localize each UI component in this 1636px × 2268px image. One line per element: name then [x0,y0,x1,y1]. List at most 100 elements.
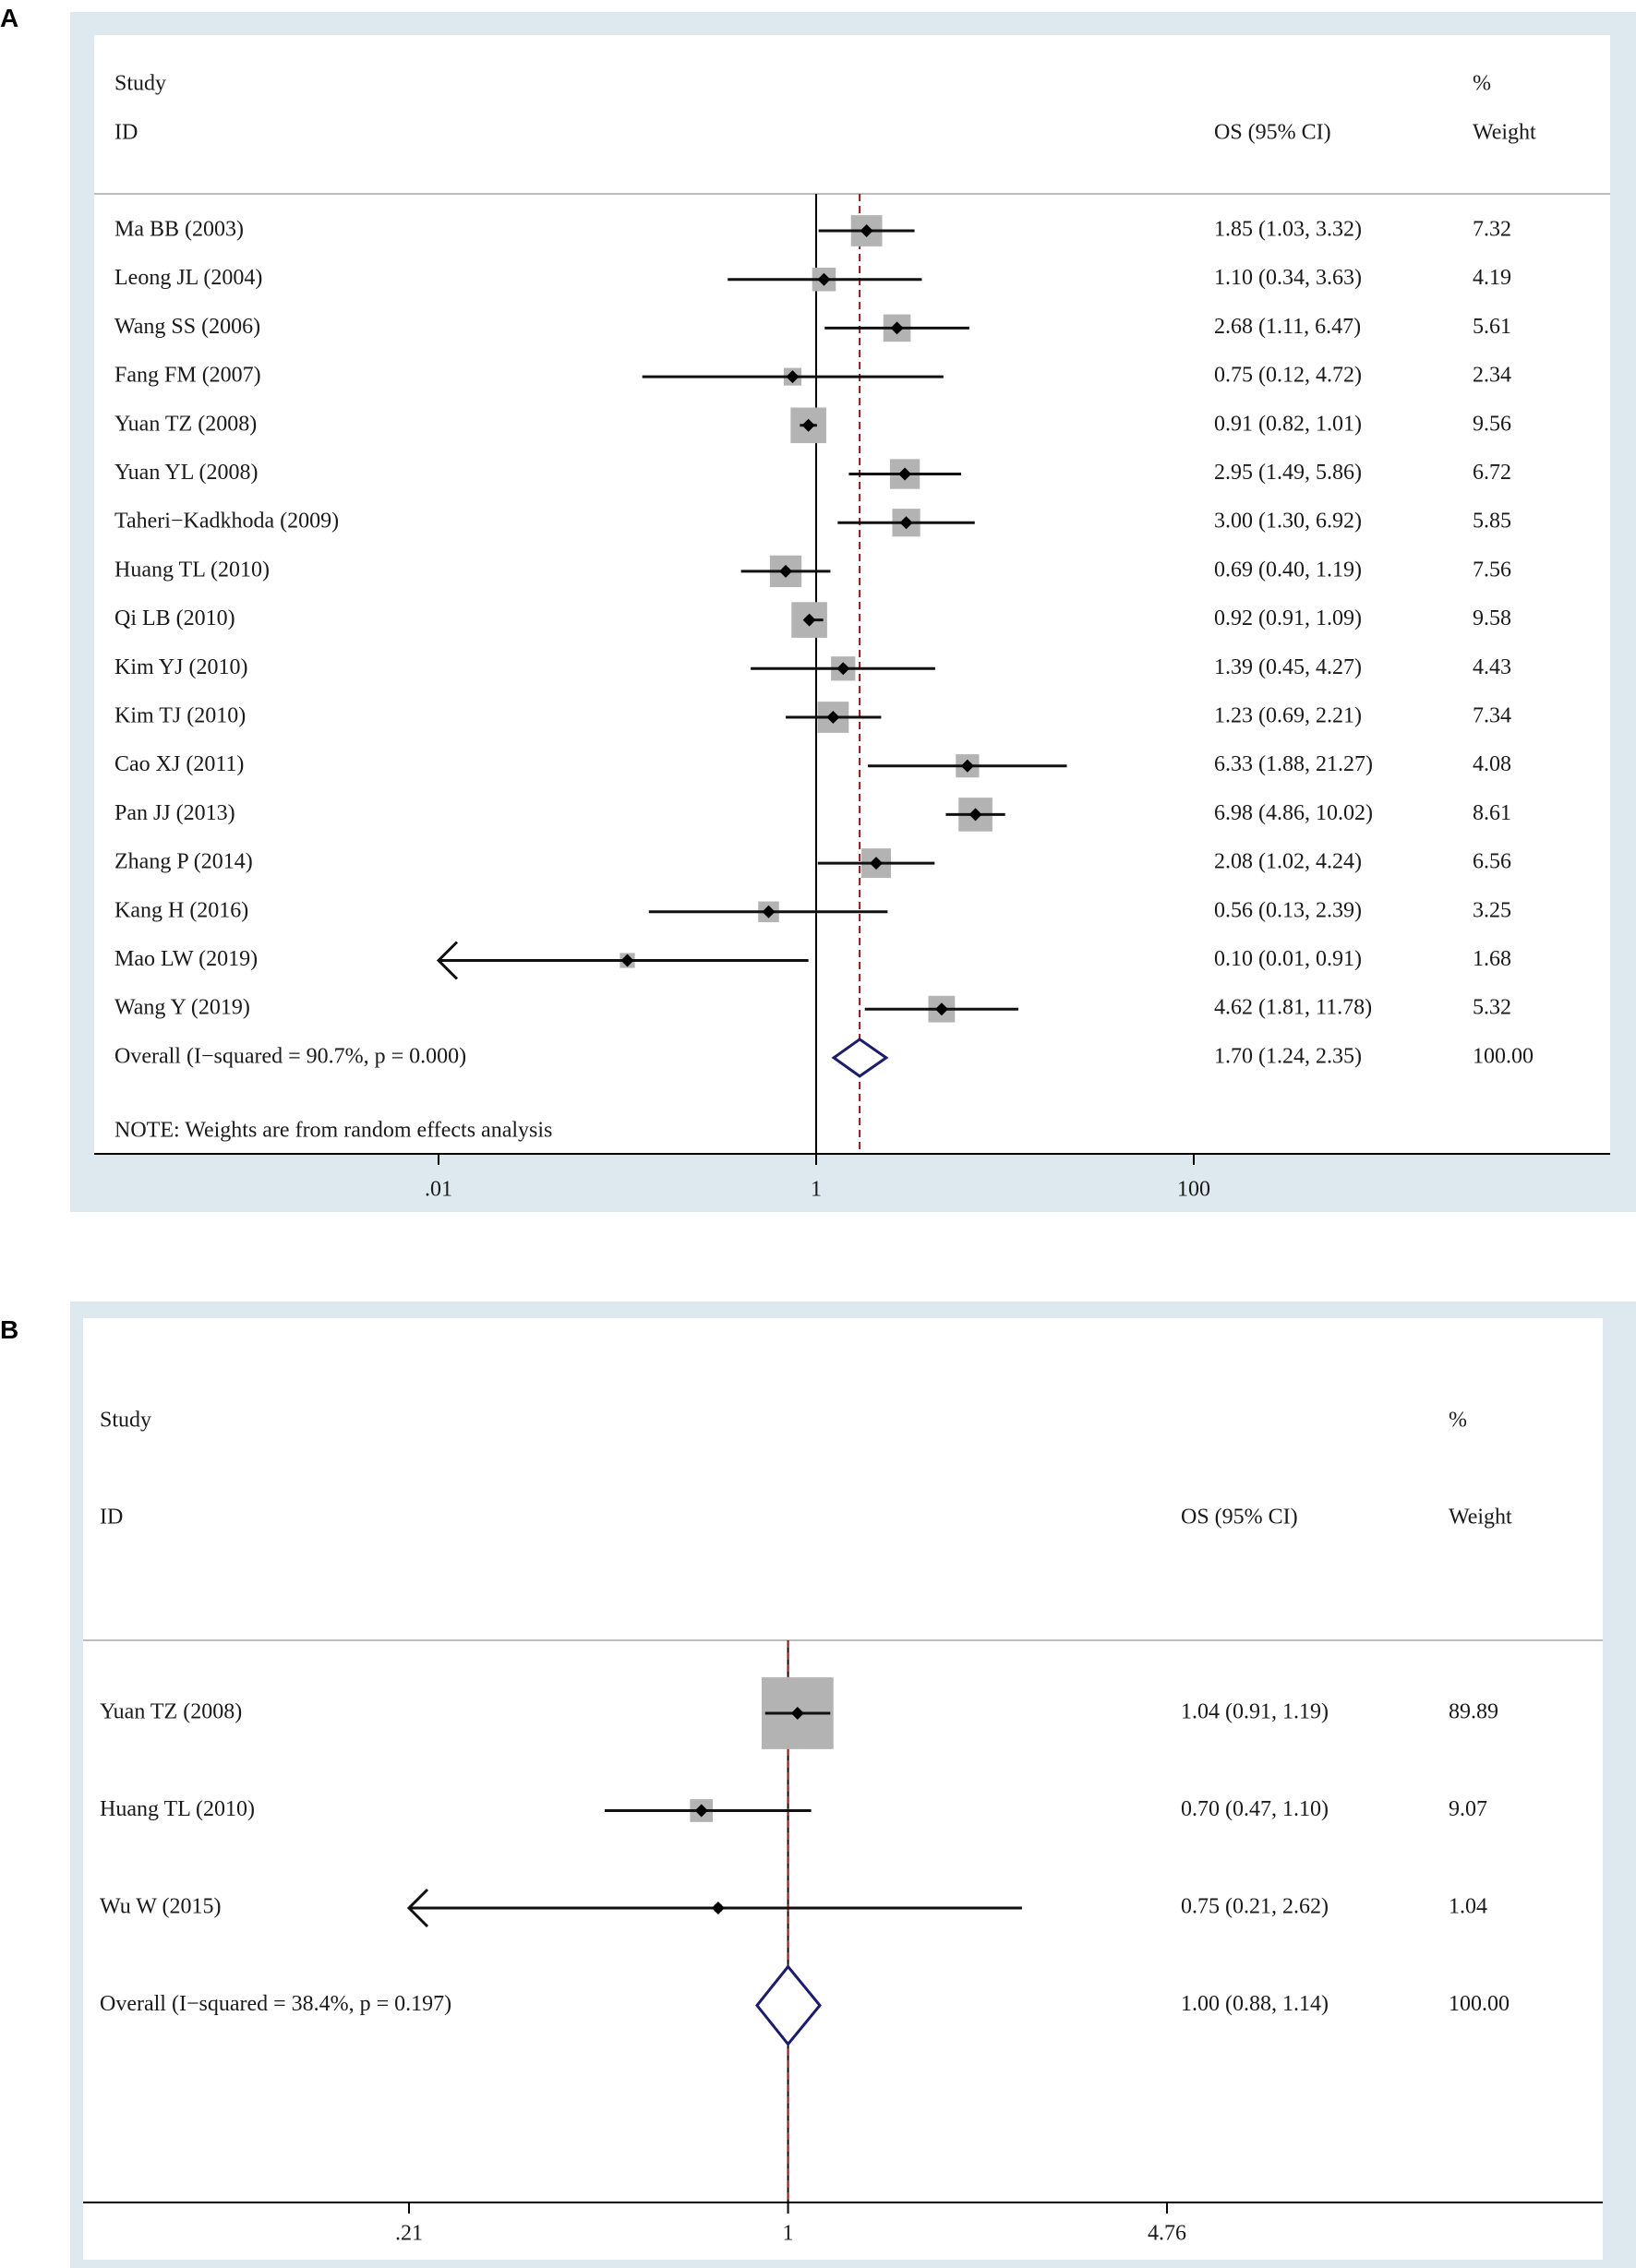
panel-b-point-estimate [711,1902,725,1914]
panel-a-study-label: Cao XJ (2011) [114,752,244,776]
panel-a-study-estimate: 0.92 (0.91, 1.09) [1214,606,1362,630]
panel-b-overall-diamond [755,1964,822,2046]
panel-b-point-estimate [790,1707,804,1720]
panel-a-point-estimate [870,857,884,870]
panel-b-study-weight: 9.07 [1449,1797,1487,1821]
panel-a-study-weight: 7.32 [1473,218,1511,242]
panel-a-study-estimate: 0.56 (0.13, 2.39) [1214,898,1362,922]
panel-b-overall-label: Overall (I−squared = 38.4%, p = 0.197) [100,1992,451,2016]
panel-a-point-estimate [898,467,912,481]
panel-a-header-study: Study [114,72,166,96]
panel-b-header-study: Study [100,1409,151,1433]
panel-a-x-tick-label: 1 [811,1178,822,1202]
panel-a-study-weight: 7.56 [1473,558,1511,582]
panel-b-x-tick-label: 4.76 [1148,2222,1186,2246]
panel-b-header-id: ID [100,1506,123,1530]
panel-a-point-estimate [620,954,634,967]
panel-a-study-label: Yuan YL (2008) [114,461,259,485]
panel-a-label: A [0,4,19,32]
panel-b-study-estimate: 0.75 (0.21, 2.62) [1181,1895,1329,1919]
panel-a-study-weight: 4.43 [1473,655,1511,679]
panel-a-study-estimate: 1.85 (1.03, 3.32) [1214,218,1362,242]
panel-a-study-weight: 9.56 [1473,412,1511,436]
panel-a-study-weight: 6.72 [1473,461,1511,485]
panel-a-study-estimate: 2.08 (1.02, 4.24) [1214,850,1362,874]
panel-a-study-label: Fang FM (2007) [114,364,261,388]
panel-a-overall-estimate: 1.70 (1.24, 2.35) [1214,1044,1362,1068]
panel-b-point-estimate [694,1804,708,1818]
panel-b-x-tick-label: 1 [783,2222,794,2246]
panel-b-header-es: OS (95% CI) [1181,1506,1298,1530]
panel-b-overall-estimate: 1.00 (0.88, 1.14) [1181,1992,1329,2016]
panel-a-study-estimate: 1.23 (0.69, 2.21) [1214,704,1362,728]
panel-a-study-label: Yuan TZ (2008) [114,412,257,436]
panel-a-overall-diamond [831,1038,889,1078]
panel-a-study-estimate: 1.10 (0.34, 3.63) [1214,266,1362,290]
panel-a-header-weight: Weight [1473,121,1536,145]
panel-b-label: B [0,1315,19,1344]
panel-a-study-label: Ma BB (2003) [114,218,244,242]
panel-a-note: NOTE: Weights are from random effects an… [114,1119,552,1143]
panel-b-study-estimate: 0.70 (0.47, 1.10) [1181,1797,1329,1821]
panel-a-study-weight: 7.34 [1473,704,1511,728]
panel-a-study-label: Leong JL (2004) [114,266,262,290]
panel-a-point-estimate [968,808,982,822]
panel-a-overall-label: Overall (I−squared = 90.7%, p = 0.000) [114,1044,466,1068]
panel-a-x-tick-label: 100 [1177,1178,1210,1202]
panel-a-study-label: Zhang P (2014) [114,850,253,874]
panel-a-point-estimate [779,564,793,578]
panel-a-study-estimate: 0.91 (0.82, 1.01) [1214,412,1362,436]
panel-a-point-estimate [801,418,815,432]
panel-b-study-weight: 1.04 [1449,1895,1487,1919]
panel-a-study-weight: 5.32 [1473,996,1511,1020]
panel-a-point-estimate [890,321,904,335]
panel-a-point-estimate [786,370,800,384]
panel-a-study-label: Kim YJ (2010) [114,655,247,679]
panel-a-study-estimate: 0.75 (0.12, 4.72) [1214,364,1362,388]
panel-a-study-label: Wang Y (2019) [114,996,250,1020]
panel-a-study-estimate: 1.39 (0.45, 4.27) [1214,655,1362,679]
panel-a-study-weight: 5.61 [1473,315,1511,339]
panel-b-header-weight: Weight [1449,1506,1512,1530]
panel-b-study-weight: 89.89 [1449,1700,1498,1724]
panel-b-study-estimate: 1.04 (0.91, 1.19) [1181,1700,1329,1724]
panel-a-point-estimate [934,1002,948,1016]
panel-a-point-estimate [836,662,850,676]
panel-a-study-weight: 4.08 [1473,752,1511,776]
panel-a-study-weight: 4.19 [1473,266,1511,290]
panel-b-plot-area [83,1318,1603,2260]
panel-a-header-id: ID [114,121,138,145]
panel-a-study-label: Wang SS (2006) [114,315,260,339]
panel-a-ci-arrow [436,941,459,980]
panel-a-study-label: Qi LB (2010) [114,606,235,630]
panel-a-x-tick-label: .01 [425,1178,452,1202]
panel-a-point-estimate [826,711,840,724]
panel-b-ci-arrow [406,1888,429,1928]
panel-a-study-estimate: 0.69 (0.40, 1.19) [1214,558,1362,582]
panel-b-study-label: Yuan TZ (2008) [100,1700,242,1724]
panel-a-study-label: Pan JJ (2013) [114,801,235,825]
panel-b-study-label: Wu W (2015) [100,1895,221,1919]
panel-b-overall-weight: 100.00 [1449,1992,1510,2016]
panel-a-study-estimate: 0.10 (0.01, 0.91) [1214,947,1362,971]
panel-a-header-es: OS (95% CI) [1214,121,1331,145]
panel-a-study-weight: 6.56 [1473,850,1511,874]
panel-b-x-tick-label: .21 [395,2222,423,2246]
panel-a-study-estimate: 2.95 (1.49, 5.86) [1214,461,1362,485]
panel-a-point-estimate [860,224,873,237]
panel-a-study-estimate: 4.62 (1.81, 11.78) [1214,996,1372,1020]
panel-a-study-weight: 5.85 [1473,510,1511,534]
panel-a-study-estimate: 3.00 (1.30, 6.92) [1214,510,1362,534]
panel-a-study-weight: 2.34 [1473,364,1511,388]
panel-a-study-label: Mao LW (2019) [114,947,258,971]
panel-a-study-label: Huang TL (2010) [114,558,270,582]
panel-a-study-weight: 8.61 [1473,801,1511,825]
panel-a-point-estimate [899,516,913,530]
panel-a-point-estimate [817,272,831,286]
panel-a-study-weight: 3.25 [1473,898,1511,922]
panel-a-study-weight: 1.68 [1473,947,1511,971]
panel-a-header-pct: % [1473,72,1491,96]
panel-a-study-estimate: 6.98 (4.86, 10.02) [1214,801,1373,825]
panel-a-study-weight: 9.58 [1473,606,1511,630]
